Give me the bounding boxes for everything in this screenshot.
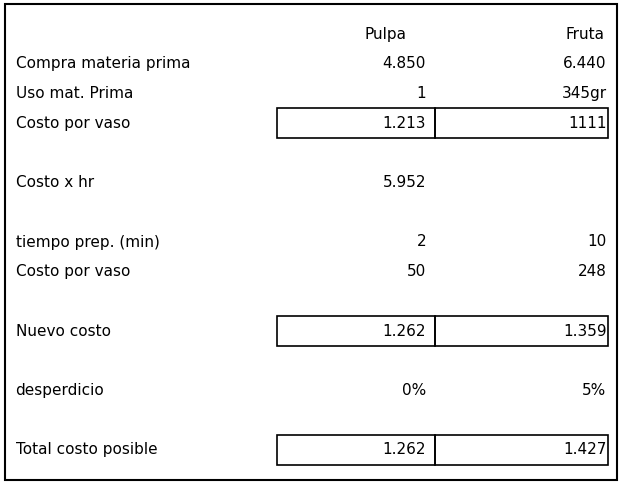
Text: 1.262: 1.262	[383, 324, 426, 338]
Text: Costo por vaso: Costo por vaso	[16, 264, 130, 279]
Text: 1111: 1111	[568, 116, 606, 131]
Text: Costo x hr: Costo x hr	[16, 175, 94, 190]
Text: 1.359: 1.359	[563, 324, 606, 338]
Text: 1.427: 1.427	[563, 442, 606, 457]
Text: 10: 10	[587, 235, 606, 249]
Text: Uso mat. Prima: Uso mat. Prima	[16, 86, 133, 101]
Text: Pulpa: Pulpa	[364, 27, 407, 42]
Text: 0%: 0%	[402, 383, 426, 398]
Text: Compra materia prima: Compra materia prima	[16, 57, 190, 71]
Text: 4.850: 4.850	[383, 57, 426, 71]
Bar	[435, 435, 608, 465]
Bar	[435, 108, 608, 138]
Text: tiempo prep. (min): tiempo prep. (min)	[16, 235, 159, 249]
Text: 248: 248	[578, 264, 606, 279]
Text: Nuevo costo: Nuevo costo	[16, 324, 111, 338]
Text: 5.952: 5.952	[383, 175, 426, 190]
Text: 6.440: 6.440	[563, 57, 606, 71]
Text: 50: 50	[407, 264, 426, 279]
Text: Fruta: Fruta	[565, 27, 604, 42]
Text: desperdicio: desperdicio	[16, 383, 104, 398]
Text: 345gr: 345gr	[561, 86, 606, 101]
Text: 5%: 5%	[582, 383, 606, 398]
Text: Total costo posible: Total costo posible	[16, 442, 157, 457]
Text: Costo por vaso: Costo por vaso	[16, 116, 130, 131]
Bar	[277, 108, 435, 138]
Bar	[277, 435, 435, 465]
Text: 1.213: 1.213	[383, 116, 426, 131]
Bar	[277, 316, 435, 346]
Text: 1.262: 1.262	[383, 442, 426, 457]
Text: 1: 1	[417, 86, 426, 101]
Text: 2: 2	[417, 235, 426, 249]
Bar	[435, 316, 608, 346]
